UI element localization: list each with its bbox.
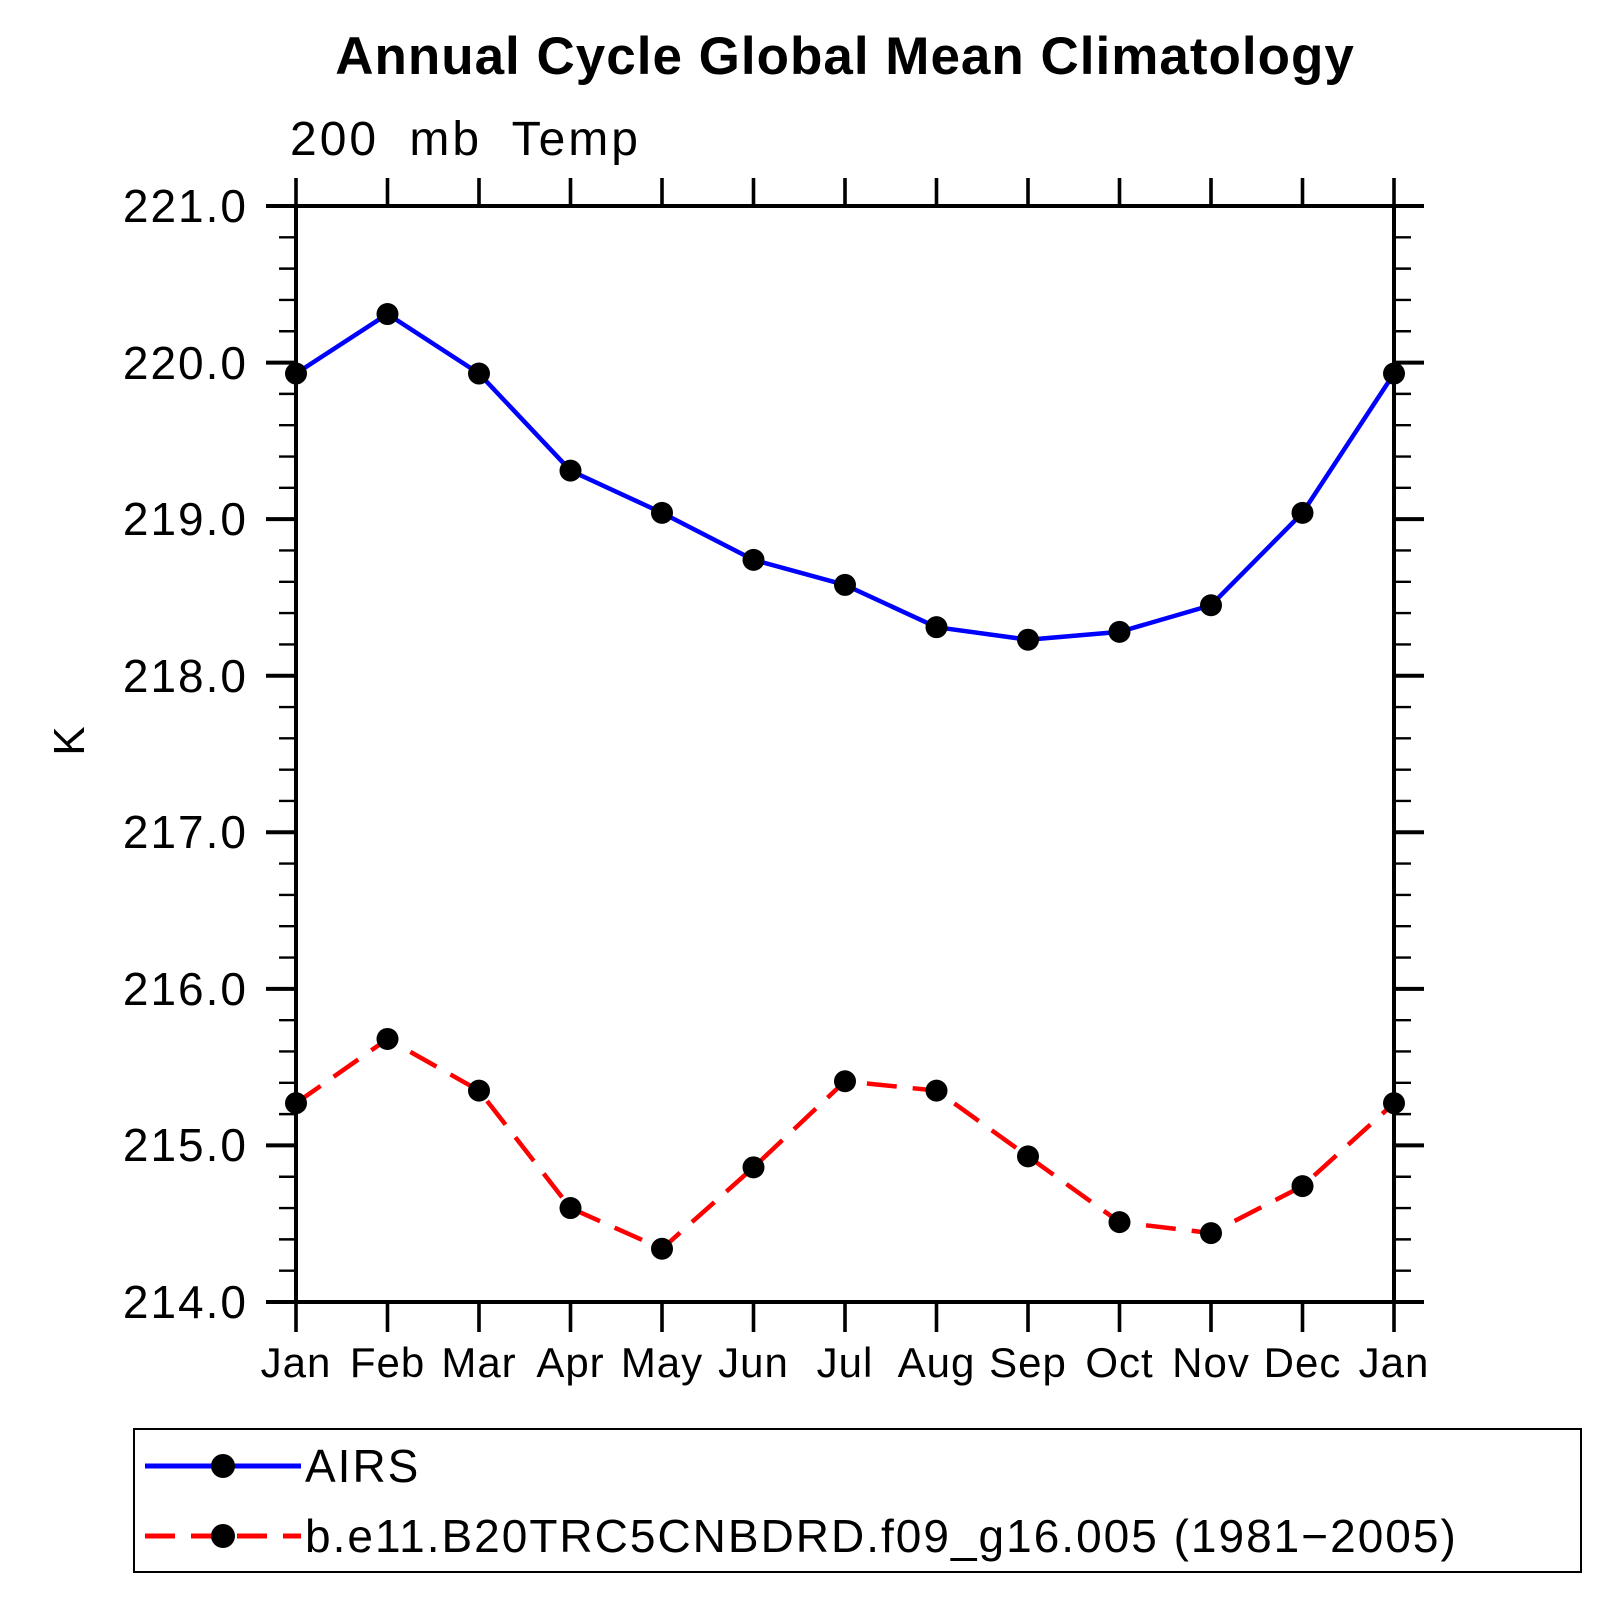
x-tick-label: Mar xyxy=(441,1339,517,1386)
x-tick-label: Jan xyxy=(260,1339,332,1386)
y-tick-label: 215.0 xyxy=(122,1119,248,1172)
legend: AIRS b.e11.B20TRC5CNBDRD.f09_g16.005 (19… xyxy=(133,1428,1582,1573)
x-tick-label: Nov xyxy=(1172,1339,1250,1386)
y-tick-label: 219.0 xyxy=(122,493,248,546)
data-point xyxy=(742,1156,765,1179)
data-point xyxy=(468,362,490,385)
data-point xyxy=(1200,594,1222,617)
data-point xyxy=(925,616,948,639)
data-point xyxy=(925,1079,948,1102)
data-point xyxy=(1108,620,1131,643)
data-point xyxy=(376,1027,399,1050)
data-point xyxy=(1291,1175,1314,1198)
data-point xyxy=(376,303,399,326)
x-tick-label: Dec xyxy=(1263,1339,1342,1386)
data-point xyxy=(1108,1211,1131,1234)
data-point xyxy=(1383,362,1405,385)
y-tick-label: 218.0 xyxy=(122,649,248,702)
axis-frame xyxy=(294,204,1396,1304)
data-point xyxy=(1017,1145,1039,1168)
legend-row-airs: AIRS xyxy=(135,1436,1580,1496)
x-tick-label: Oct xyxy=(1085,1339,1154,1386)
data-point xyxy=(742,548,765,571)
data-point xyxy=(834,573,856,596)
y-tick-label: 216.0 xyxy=(122,962,248,1015)
y-tick-label: 217.0 xyxy=(122,806,248,859)
data-point xyxy=(1291,501,1314,524)
data-point xyxy=(285,1092,307,1115)
data-point xyxy=(651,1237,673,1260)
x-tick-label: Aug xyxy=(897,1339,976,1386)
legend-row-model: b.e11.B20TRC5CNBDRD.f09_g16.005 (1981−20… xyxy=(135,1506,1580,1566)
x-tick-label: May xyxy=(620,1339,704,1386)
x-tick-label: Jan xyxy=(1358,1339,1430,1386)
data-point xyxy=(559,1197,582,1220)
legend-label-airs: AIRS xyxy=(305,1439,421,1492)
data-point xyxy=(285,362,307,385)
y-tick-label: 220.0 xyxy=(122,336,248,389)
data-point xyxy=(559,459,582,482)
airs-line-sample-icon xyxy=(145,1453,301,1478)
x-tick-label: Sep xyxy=(989,1339,1067,1386)
data-point xyxy=(1200,1222,1222,1245)
x-tick-label: Apr xyxy=(536,1339,605,1386)
y-tick-label: 221.0 xyxy=(122,180,248,232)
data-point xyxy=(651,501,673,524)
model-line-sample-icon xyxy=(145,1523,301,1548)
data-point xyxy=(468,1079,490,1102)
x-tick-label: Feb xyxy=(349,1339,426,1386)
chart-title: Annual Cycle Global Mean Climatology xyxy=(335,27,1355,86)
x-tick-label: Jul xyxy=(816,1339,874,1386)
data-point xyxy=(1017,628,1039,651)
data-point xyxy=(834,1070,856,1093)
chart-subtitle: 200 mb Temp xyxy=(290,113,641,166)
data-point xyxy=(1383,1092,1405,1115)
x-tick-label: Jun xyxy=(718,1339,789,1386)
legend-label-model: b.e11.B20TRC5CNBDRD.f09_g16.005 (1981−20… xyxy=(305,1509,1458,1562)
y-tick-label: 214.0 xyxy=(122,1276,248,1328)
